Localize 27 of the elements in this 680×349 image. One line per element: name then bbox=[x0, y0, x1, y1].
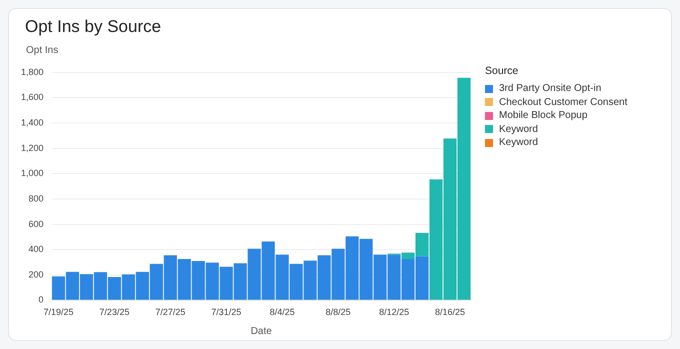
y-tick-label: 1,400 bbox=[20, 118, 44, 128]
x-tick-label: 7/23/25 bbox=[99, 307, 130, 318]
y-tick-label: 1,600 bbox=[20, 92, 44, 102]
x-axis-title: Date bbox=[250, 326, 272, 337]
y-tick-label: 200 bbox=[28, 269, 44, 280]
legend-label: Mobile Block Popup bbox=[499, 110, 588, 122]
y-tick-label: 400 bbox=[28, 244, 44, 254]
x-tick-label: 8/16/25 bbox=[435, 307, 466, 318]
legend-label: 3rd Party Onsite Opt-in bbox=[499, 83, 602, 94]
y-tick-label: 1,800 bbox=[20, 66, 44, 77]
y-tick-label: 600 bbox=[28, 218, 44, 229]
x-tick-label: 8/12/25 bbox=[379, 307, 410, 318]
legend-label: Keyword bbox=[499, 137, 538, 148]
x-tick-label: 7/31/25 bbox=[211, 307, 242, 318]
y-tick-label: 0 bbox=[38, 294, 44, 305]
legend-label: Keyword bbox=[499, 124, 538, 135]
legend-label: Checkout Customer Consent bbox=[499, 96, 628, 108]
chart-title: Opt Ins by Source bbox=[25, 17, 162, 37]
legend-title: Source bbox=[485, 65, 520, 77]
y-tick-label: 1,200 bbox=[20, 142, 44, 153]
y-axis-title: Opt Ins bbox=[26, 45, 58, 56]
x-tick-label: 7/27/25 bbox=[155, 307, 186, 318]
x-tick-label: 7/19/25 bbox=[44, 307, 74, 318]
x-tick-label: 8/4/25 bbox=[270, 307, 295, 318]
y-tick-label: 800 bbox=[28, 193, 44, 204]
y-tick-label: 1,000 bbox=[20, 168, 44, 178]
x-tick-label: 8/8/25 bbox=[326, 307, 351, 318]
